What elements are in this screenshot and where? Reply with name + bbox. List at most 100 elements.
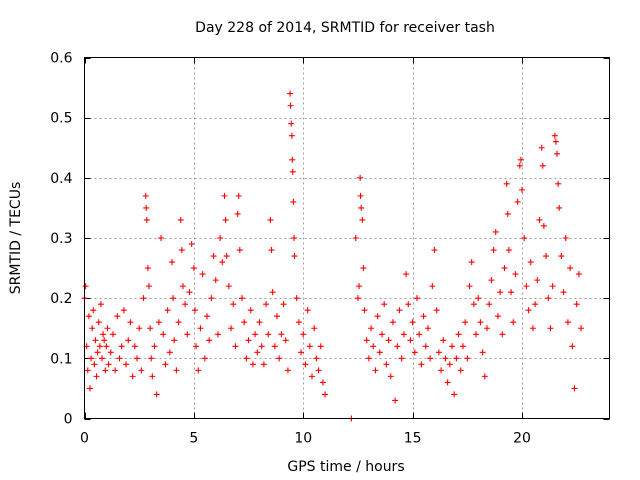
data-point bbox=[204, 313, 210, 320]
data-point bbox=[236, 247, 243, 254]
data-point bbox=[134, 355, 140, 362]
data-point bbox=[149, 373, 156, 380]
data-point bbox=[444, 379, 451, 386]
data-point bbox=[424, 325, 431, 332]
data-point bbox=[490, 247, 497, 254]
data-point bbox=[86, 385, 93, 392]
data-point bbox=[221, 192, 228, 199]
data-point bbox=[222, 216, 229, 223]
data-point bbox=[252, 331, 259, 338]
data-point bbox=[534, 277, 541, 284]
data-point bbox=[549, 283, 556, 290]
data-point bbox=[420, 313, 427, 320]
data-point bbox=[148, 355, 155, 362]
data-point bbox=[396, 307, 403, 314]
x-tick-label: 10 bbox=[294, 431, 312, 447]
data-point bbox=[354, 295, 361, 302]
data-point bbox=[89, 325, 96, 332]
data-point bbox=[363, 337, 370, 344]
data-point bbox=[387, 373, 394, 380]
x-tick-label: 0 bbox=[80, 431, 89, 447]
data-point bbox=[193, 343, 200, 350]
data-point bbox=[293, 295, 300, 302]
data-point bbox=[177, 216, 184, 223]
data-point bbox=[479, 349, 486, 356]
data-point bbox=[315, 367, 322, 374]
data-point bbox=[446, 361, 453, 368]
data-point bbox=[455, 331, 462, 338]
data-point bbox=[147, 325, 154, 332]
data-point bbox=[365, 355, 372, 362]
data-point bbox=[206, 337, 213, 344]
data-point bbox=[433, 307, 440, 314]
data-point bbox=[210, 253, 217, 260]
data-point bbox=[477, 319, 484, 326]
data-point bbox=[287, 102, 294, 109]
data-point bbox=[129, 373, 136, 380]
data-point bbox=[142, 192, 149, 199]
data-point bbox=[470, 301, 477, 308]
data-point bbox=[107, 349, 114, 356]
data-point bbox=[241, 319, 248, 326]
data-point bbox=[459, 343, 466, 350]
data-point bbox=[508, 289, 515, 296]
data-point bbox=[284, 367, 291, 374]
data-point bbox=[468, 259, 475, 266]
data-point bbox=[96, 343, 103, 350]
data-point bbox=[309, 373, 315, 380]
data-point bbox=[223, 253, 230, 260]
y-tick-label: 0.3 bbox=[50, 231, 72, 247]
data-point bbox=[442, 355, 449, 362]
data-point bbox=[551, 132, 558, 139]
data-point bbox=[517, 156, 524, 163]
data-point bbox=[118, 343, 125, 350]
data-point bbox=[173, 367, 180, 374]
data-point bbox=[102, 367, 109, 374]
chart-title: Day 228 of 2014, SRMTID for receiver tas… bbox=[195, 20, 495, 36]
data-point bbox=[230, 301, 237, 308]
data-point bbox=[100, 331, 107, 338]
data-point bbox=[414, 295, 420, 302]
data-point bbox=[217, 235, 224, 241]
data-point bbox=[521, 235, 528, 241]
data-point bbox=[138, 367, 145, 374]
data-point bbox=[171, 337, 178, 344]
data-point bbox=[274, 313, 280, 320]
data-point bbox=[232, 343, 239, 350]
data-point bbox=[466, 283, 473, 290]
data-point bbox=[219, 259, 226, 266]
data-point bbox=[197, 325, 204, 332]
data-point bbox=[143, 204, 150, 211]
data-point bbox=[105, 361, 112, 368]
data-point bbox=[184, 331, 191, 338]
x-tick-label: 15 bbox=[404, 431, 422, 447]
data-point bbox=[155, 319, 162, 326]
data-point bbox=[104, 325, 111, 332]
data-point bbox=[545, 295, 552, 302]
data-point bbox=[109, 331, 116, 338]
data-point bbox=[322, 391, 329, 398]
data-point bbox=[407, 337, 414, 344]
data-point bbox=[539, 162, 546, 169]
data-point bbox=[101, 337, 108, 344]
data-point bbox=[195, 367, 202, 374]
data-point bbox=[523, 283, 530, 290]
x-axis-label: GPS time / hours bbox=[287, 459, 404, 475]
y-tick-label: 0 bbox=[64, 412, 73, 428]
data-point bbox=[162, 361, 169, 368]
data-point bbox=[258, 343, 265, 350]
data-point bbox=[182, 301, 189, 308]
data-point bbox=[191, 307, 198, 314]
data-point bbox=[144, 265, 151, 272]
data-point bbox=[88, 355, 95, 362]
data-point bbox=[278, 331, 285, 338]
data-point bbox=[228, 325, 235, 332]
data-point bbox=[427, 355, 434, 362]
data-point bbox=[457, 367, 464, 374]
data-point bbox=[116, 355, 123, 362]
data-point bbox=[243, 355, 250, 362]
data-point bbox=[164, 307, 171, 314]
data-point bbox=[429, 283, 436, 290]
data-point bbox=[525, 307, 532, 314]
